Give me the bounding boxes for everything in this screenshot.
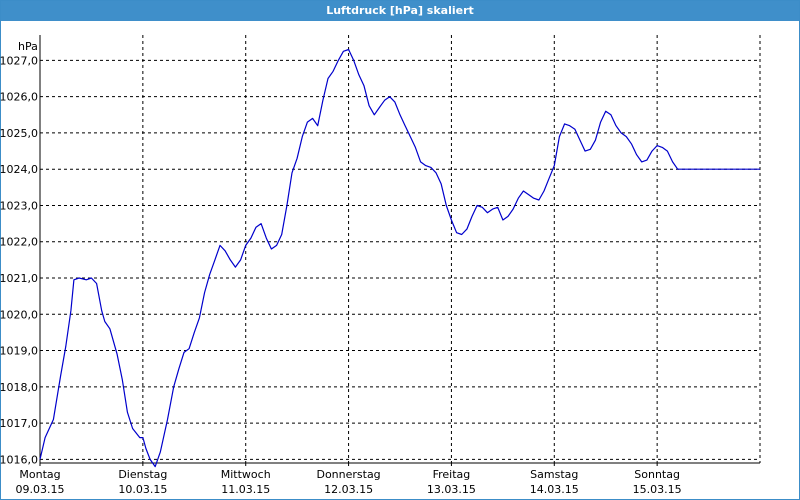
x-tick-date-label: 15.03.15 bbox=[633, 483, 682, 496]
x-tick-labels: Montag 09.03.15 Dienstag 10.03.15 Mittwoch 11… bbox=[16, 468, 682, 496]
x-tick-date-label: 09.03.15 bbox=[16, 483, 65, 496]
x-tick-day-label: Mittwoch bbox=[221, 468, 271, 481]
series-layer bbox=[39, 48, 760, 468]
y-axis-unit-label: hPa bbox=[18, 40, 38, 53]
x-tick-date-label: 11.03.15 bbox=[221, 483, 270, 496]
x-tick-day-label: Dienstag bbox=[118, 468, 167, 481]
x-tick-day-label: Sonntag bbox=[634, 468, 680, 481]
y-tick-label: 1022,0 bbox=[0, 236, 38, 249]
y-tick-labels: 1016,0 1017,0 1018,0 1019,0 1020,0 1021,0 1022… bbox=[0, 54, 38, 466]
x-tick-day-label: Donnerstag bbox=[316, 468, 380, 481]
x-tick-day-label: Samstag bbox=[530, 468, 578, 481]
window-title: Luftdruck [hPa] skaliert bbox=[1, 1, 799, 21]
y-tick-label: 1025,0 bbox=[0, 127, 38, 140]
y-tick-label: 1018,0 bbox=[0, 381, 38, 394]
y-tick-label: 1016,0 bbox=[0, 453, 38, 466]
x-tick-date-label: 10.03.15 bbox=[118, 483, 167, 496]
x-tick-date-label: 13.03.15 bbox=[427, 483, 476, 496]
axes bbox=[39, 35, 760, 466]
x-tick-date-label: 14.03.15 bbox=[530, 483, 579, 496]
x-tick-day-label: Freitag bbox=[433, 468, 471, 481]
y-tick-label: 1020,0 bbox=[0, 308, 38, 321]
pressure-line bbox=[39, 48, 760, 468]
y-tick-label: 1024,0 bbox=[0, 163, 38, 176]
grid-lines bbox=[40, 35, 761, 463]
y-tick-label: 1027,0 bbox=[0, 54, 38, 67]
x-tick-date-label: 12.03.15 bbox=[324, 483, 373, 496]
y-tick-label: 1017,0 bbox=[0, 417, 38, 430]
y-tick-label: 1026,0 bbox=[0, 91, 38, 104]
y-tick-label: 1021,0 bbox=[0, 272, 38, 285]
x-tick-day-label: Montag bbox=[19, 468, 60, 481]
y-tick-label: 1023,0 bbox=[0, 199, 38, 212]
y-tick-label: 1019,0 bbox=[0, 345, 38, 358]
